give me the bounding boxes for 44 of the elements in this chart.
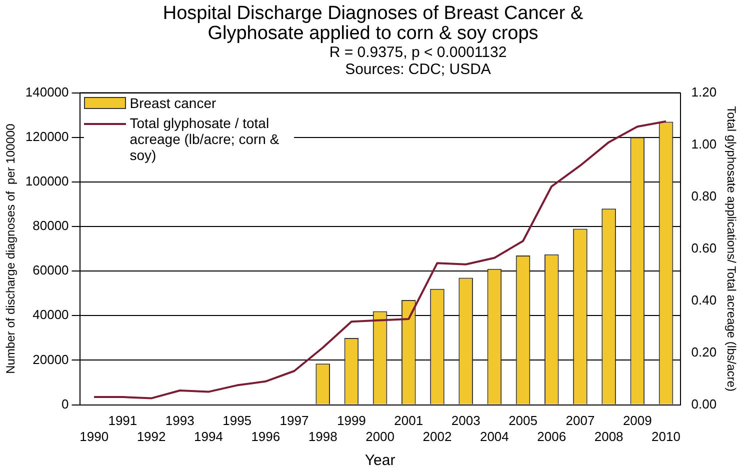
y-tick-label: 0 [62, 396, 69, 412]
chart-subtitle: R = 0.9375, p < 0.0001132 [328, 44, 508, 61]
y-tick-label: 40000 [32, 307, 69, 322]
x-tick-label: 2007 [566, 413, 595, 428]
y-tick-label: 60000 [32, 262, 69, 278]
y2-tick-label: 1.20 [691, 84, 717, 100]
x-tick-label: 2005 [508, 413, 538, 428]
y2-tick-label: 0.20 [691, 344, 717, 360]
x-tick-label: 1994 [194, 428, 223, 444]
y-tick-label: 100000 [25, 174, 69, 189]
x-tick-label: 1997 [280, 413, 309, 428]
x-axis-title: Year [364, 452, 396, 470]
x-tick-label: 2008 [594, 428, 624, 444]
x-tick-label: 2001 [394, 413, 424, 428]
source-note: Sources: CDC; USDA [344, 61, 492, 78]
y-tick-label: 140000 [25, 84, 69, 100]
x-tick-label: 1990 [80, 428, 109, 444]
x-tick-label: 2003 [451, 413, 480, 428]
y2-tick-label: 1.00 [691, 136, 717, 152]
x-tick-label: 2004 [480, 428, 509, 444]
x-tick-label: 1991 [108, 413, 138, 428]
x-tick-label: 1992 [136, 428, 166, 444]
x-tick-label: 2009 [622, 413, 652, 428]
x-tick-label: 1995 [222, 413, 252, 428]
chart-title: Hospital Discharge Diagnoses of Breast Cancer & Glyphosate applied to corn & soy crops [162, 3, 584, 44]
legend-label: Total glyphosate / total acreage (lb/acre; corn & soy) [130, 114, 280, 163]
y2-axis-title: Total glyphosate applications/ Total acreage (lbs/acre) [724, 106, 738, 392]
x-tick-label: 1996 [251, 428, 280, 444]
legend-label: Breast cancer [130, 94, 216, 111]
x-tick-label: 1993 [165, 413, 194, 428]
x-tick-label: 2002 [422, 428, 452, 444]
y2-tick-label: 0.80 [691, 188, 717, 204]
y2-tick-label: 0.60 [691, 240, 717, 256]
y2-tick-label: 0.00 [691, 396, 717, 412]
x-tick-label: 2000 [366, 428, 394, 444]
y-tick-label: 20000 [32, 352, 69, 367]
x-tick-label: 1998 [308, 428, 338, 444]
y-tick-label: 80000 [32, 218, 69, 234]
y2-tick-label: 0.40 [691, 292, 717, 308]
x-tick-label: 2006 [537, 428, 566, 444]
x-tick-label: 2010 [652, 428, 680, 444]
y-tick-label: 120000 [25, 128, 69, 144]
x-tick-label: 1999 [336, 413, 366, 428]
y-axis-title: Number of discharge diagnoses of per 100000 [4, 123, 18, 374]
